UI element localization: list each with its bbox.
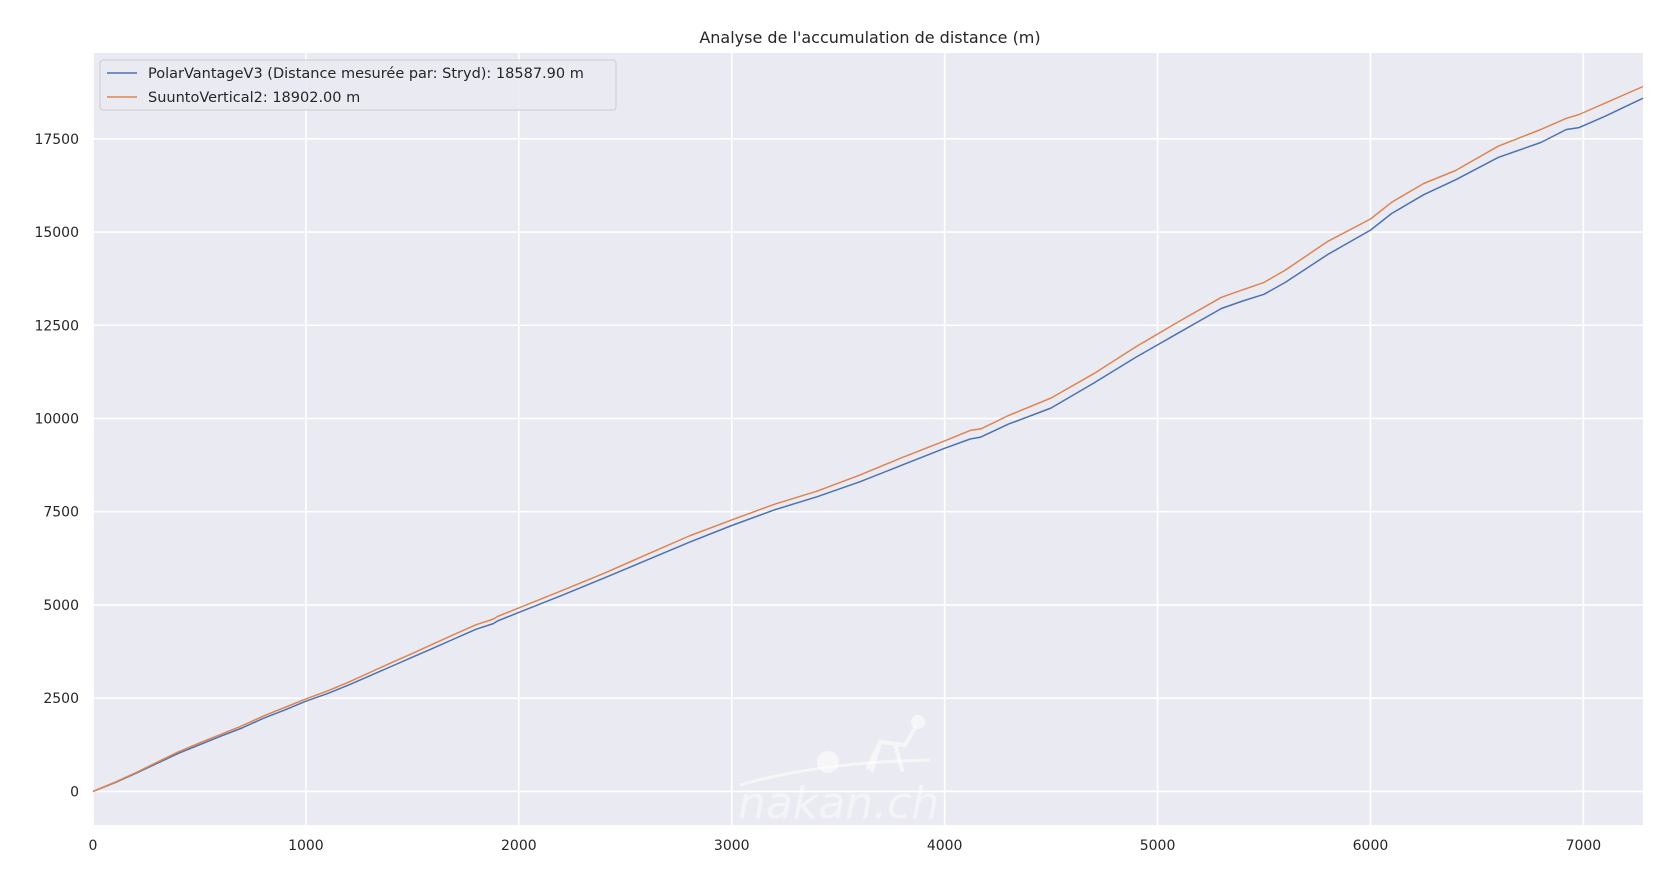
legend-label-1: PolarVantageV3 (Distance mesurée par: St… [148,66,584,82]
watermark-figure [866,726,917,772]
series-line-1 [92,97,1644,793]
x-tick-label: 6000 [1353,838,1389,854]
watermark-head [911,715,925,729]
y-tick-label: 5000 [43,598,79,614]
y-tick-label: 12500 [34,318,79,334]
y-tick-label: 10000 [34,411,79,427]
legend: PolarVantageV3 (Distance mesurée par: St… [99,59,617,111]
y-tick-label: 7500 [43,505,79,521]
x-tick-label: 0 [89,838,98,854]
y-tick-label: 0 [70,784,79,800]
watermark: nakan.ch [738,715,939,829]
series-layer [92,85,1644,793]
x-tick-label: 3000 [714,838,750,854]
grid-lines [92,53,1643,825]
watermark-ball [817,751,839,773]
series-line-2 [92,85,1644,793]
x-tick-label: 2000 [501,838,537,854]
legend-label-2: SuuntoVertical2: 18902.00 m [148,90,360,106]
x-tick-label: 1000 [288,838,324,854]
y-tick-label: 15000 [34,225,79,241]
y-tick-label: 17500 [34,132,79,148]
x-tick-label: 5000 [1140,838,1176,854]
x-tick-label: 7000 [1566,838,1602,854]
watermark-text: nakan.ch [738,778,939,829]
x-tick-label: 4000 [927,838,963,854]
y-tick-label: 2500 [43,691,79,707]
chart-title: Analyse de l'accumulation de distance (m… [699,28,1040,47]
axis-ticks: 0 1000 2000 3000 4000 5000 6000 7000 0 2500 5000 75… [34,132,1601,854]
plot-background [93,53,1643,825]
legend-box [99,59,617,111]
